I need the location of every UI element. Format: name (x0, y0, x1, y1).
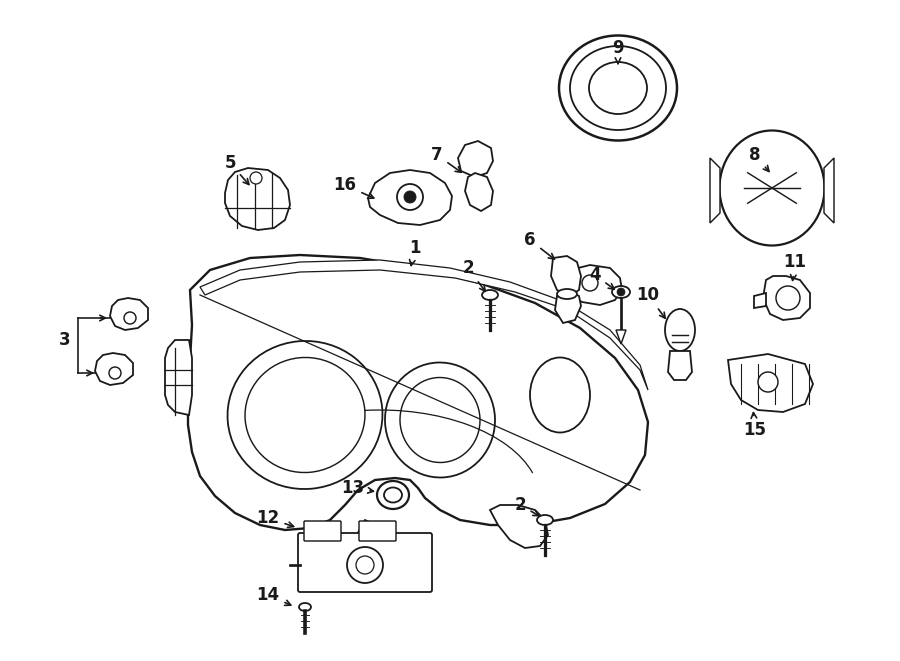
Polygon shape (225, 168, 290, 230)
Polygon shape (555, 292, 581, 323)
Circle shape (356, 556, 374, 574)
Polygon shape (616, 330, 626, 344)
Polygon shape (490, 505, 548, 548)
Text: 5: 5 (224, 154, 249, 184)
Polygon shape (458, 141, 493, 177)
Text: 2: 2 (463, 259, 485, 292)
Text: 7: 7 (431, 146, 461, 173)
Ellipse shape (537, 515, 553, 525)
FancyBboxPatch shape (359, 521, 396, 541)
Ellipse shape (530, 358, 590, 432)
Polygon shape (824, 158, 834, 223)
FancyBboxPatch shape (298, 533, 432, 592)
Text: 15: 15 (743, 412, 767, 439)
Text: 13: 13 (341, 479, 374, 497)
Circle shape (617, 288, 625, 296)
FancyBboxPatch shape (304, 521, 341, 541)
Text: 3: 3 (59, 331, 71, 349)
Polygon shape (165, 340, 192, 415)
Polygon shape (763, 276, 810, 320)
Polygon shape (710, 158, 720, 223)
Circle shape (397, 184, 423, 210)
Circle shape (365, 540, 381, 556)
Circle shape (776, 286, 800, 310)
Ellipse shape (482, 290, 498, 300)
Ellipse shape (665, 309, 695, 351)
Polygon shape (200, 260, 648, 390)
Text: 9: 9 (612, 39, 624, 63)
Ellipse shape (385, 362, 495, 477)
Text: 16: 16 (334, 176, 373, 198)
Ellipse shape (612, 286, 630, 298)
Ellipse shape (559, 36, 677, 141)
Circle shape (582, 275, 598, 291)
Circle shape (404, 191, 416, 203)
Ellipse shape (570, 46, 666, 130)
Ellipse shape (228, 341, 382, 489)
Polygon shape (188, 255, 648, 530)
Circle shape (250, 172, 262, 184)
Ellipse shape (719, 130, 824, 245)
Text: 11: 11 (784, 253, 806, 280)
Text: 10: 10 (636, 286, 665, 319)
Polygon shape (551, 256, 581, 296)
Polygon shape (110, 298, 148, 330)
Polygon shape (728, 354, 813, 412)
Polygon shape (465, 173, 493, 211)
Circle shape (109, 367, 121, 379)
Polygon shape (560, 265, 622, 305)
Ellipse shape (245, 358, 365, 473)
Polygon shape (352, 520, 392, 574)
Circle shape (758, 372, 778, 392)
Text: 12: 12 (256, 509, 293, 527)
Polygon shape (668, 351, 692, 380)
Polygon shape (368, 170, 452, 225)
Text: 14: 14 (256, 586, 291, 605)
Ellipse shape (377, 481, 409, 509)
Text: 1: 1 (410, 239, 421, 266)
Polygon shape (95, 353, 133, 385)
Text: 2: 2 (514, 496, 539, 516)
Circle shape (347, 547, 383, 583)
Text: 6: 6 (524, 231, 554, 259)
Ellipse shape (384, 488, 402, 502)
Ellipse shape (557, 289, 577, 299)
Ellipse shape (589, 62, 647, 114)
Text: 4: 4 (590, 266, 615, 290)
Ellipse shape (400, 377, 480, 463)
Text: 8: 8 (749, 146, 769, 171)
Polygon shape (754, 293, 766, 308)
Circle shape (124, 312, 136, 324)
Ellipse shape (299, 603, 311, 611)
